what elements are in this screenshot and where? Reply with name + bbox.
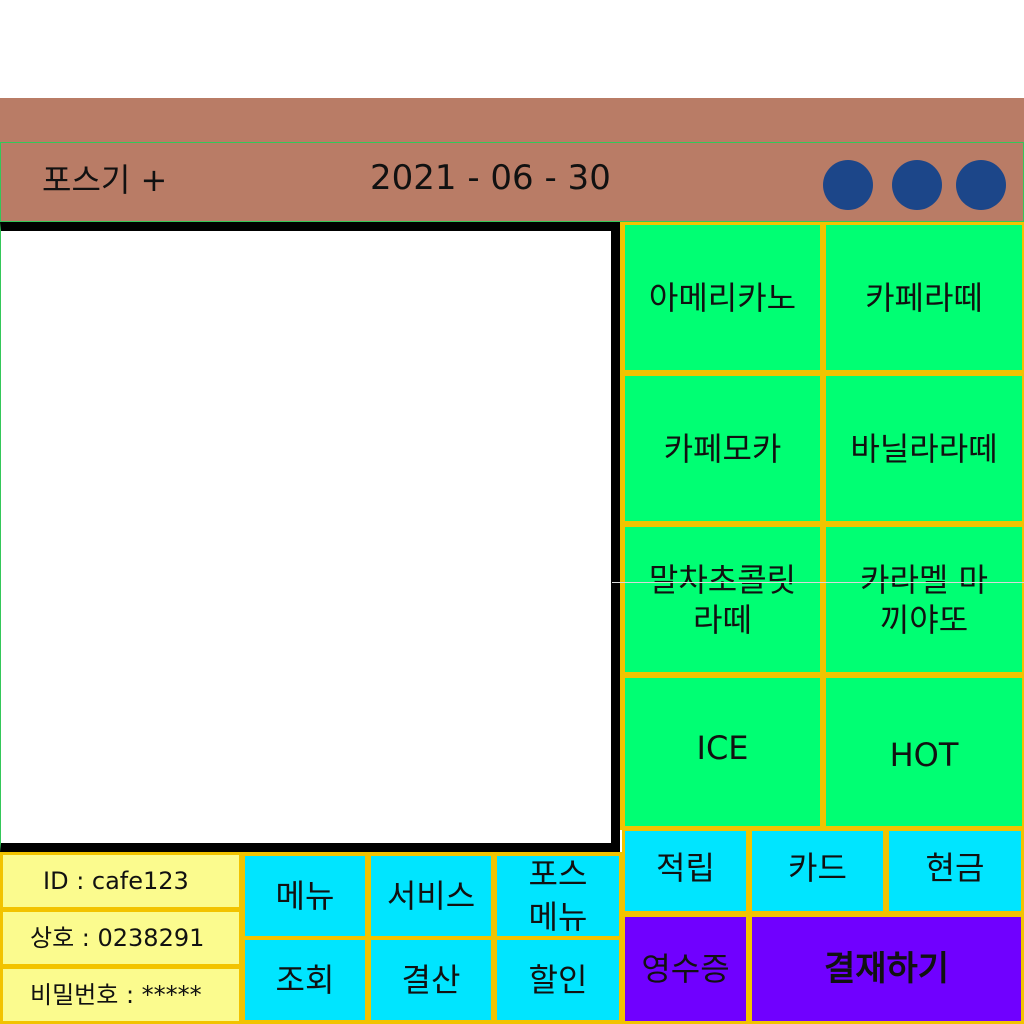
ice-button[interactable]: ICE [625, 678, 820, 826]
settlement-button-label: 결산 [401, 961, 461, 999]
lookup-button-label: 조회 [275, 961, 335, 999]
window-control-3-icon[interactable] [956, 160, 1006, 210]
date-display: 2021 - 06 - 30 [370, 158, 611, 198]
discount-button[interactable]: 할인 [497, 940, 619, 1020]
menu-cafe-mocha-label: 카페모카 [663, 429, 782, 468]
app-title: 포스기 + [42, 161, 168, 199]
lookup-button[interactable]: 조회 [245, 940, 365, 1020]
menu-cafe-mocha-button[interactable]: 카페모카 [625, 376, 820, 521]
pay-button[interactable]: 결재하기 [752, 917, 1021, 1021]
hot-button[interactable]: HOT [826, 678, 1022, 826]
menu-matcha-choco-latte-button[interactable]: 말차초콜릿 라떼 [625, 527, 820, 672]
order-list-panel[interactable] [0, 222, 620, 852]
menu-cafe-latte-button[interactable]: 카페라떼 [826, 225, 1022, 370]
pos-menu-button-label: 포스 메뉴 [528, 854, 588, 936]
menu-vanilla-latte-button[interactable]: 바닐라라떼 [826, 376, 1022, 521]
window-control-2-icon[interactable] [892, 160, 942, 210]
menu-americano-button[interactable]: 아메리카노 [625, 225, 820, 370]
cash-button[interactable]: 현금 [889, 831, 1021, 911]
receipt-button-label: 영수증 [641, 950, 730, 988]
menu-button[interactable]: 메뉴 [245, 856, 365, 936]
card-button-label: 카드 [788, 849, 847, 887]
service-button[interactable]: 서비스 [371, 856, 491, 936]
window-control-1-icon[interactable] [823, 160, 873, 210]
ice-label: ICE [696, 729, 749, 767]
service-button-label: 서비스 [386, 877, 476, 915]
menu-cafe-latte-label: 카페라떼 [865, 278, 983, 317]
menu-caramel-macchiato-label: 카라멜 마끼야또 [860, 560, 988, 639]
menu-americano-label: 아메리카노 [648, 278, 797, 317]
menu-matcha-choco-latte-label: 말차초콜릿 라떼 [648, 560, 797, 639]
points-button[interactable]: 적립 [625, 831, 746, 911]
pay-button-label: 결재하기 [823, 948, 950, 989]
cash-button-label: 현금 [925, 849, 985, 887]
title-bar [0, 98, 1024, 142]
pos-menu-button[interactable]: 포스 메뉴 [497, 854, 619, 936]
menu-vanilla-latte-label: 바닐라라떼 [850, 429, 998, 468]
password-label: 비밀번호 : ***** [3, 969, 239, 1021]
receipt-button[interactable]: 영수증 [625, 917, 746, 1021]
overlay-line [612, 582, 1024, 583]
card-button[interactable]: 카드 [752, 831, 883, 911]
settlement-button[interactable]: 결산 [371, 940, 491, 1020]
id-label: ID : cafe123 [3, 855, 239, 907]
discount-button-label: 할인 [528, 961, 588, 999]
hot-label: HOT [889, 736, 959, 774]
menu-caramel-macchiato-button[interactable]: 카라멜 마끼야또 [826, 527, 1022, 672]
business-number-label: 상호 : 0238291 [3, 912, 239, 964]
points-button-label: 적립 [656, 849, 715, 887]
menu-button-label: 메뉴 [275, 877, 335, 915]
